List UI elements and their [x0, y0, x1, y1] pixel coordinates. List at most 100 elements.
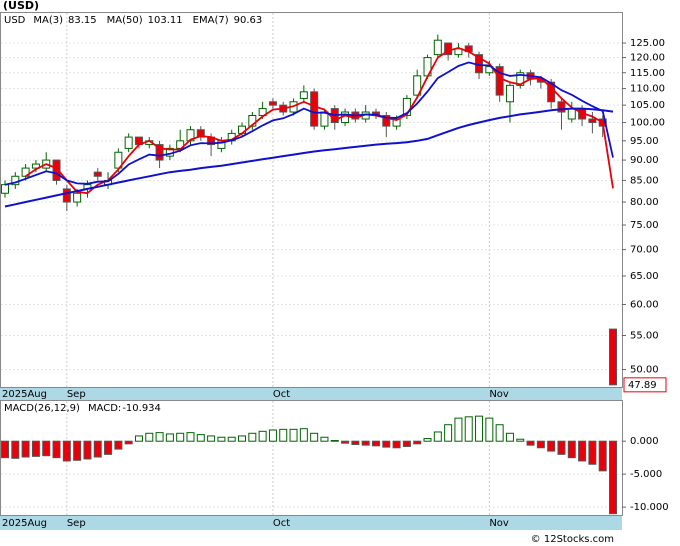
- chart-title: (USD): [3, 0, 39, 12]
- price-frame: [0, 12, 623, 388]
- x-tick-label: Oct: [273, 518, 290, 529]
- last-price-label: 47.89: [628, 380, 657, 391]
- macd-bar: [598, 440, 607, 472]
- legend-value: 90.63: [234, 15, 263, 26]
- macd-bar: [609, 440, 617, 515]
- footer: © 12Stocks.com: [531, 534, 614, 545]
- y-tick-label: -10.000: [630, 502, 669, 513]
- macd-bar: [330, 440, 339, 442]
- macd-value-name: MACD:: [88, 403, 121, 414]
- y-tick-label: 85.00: [630, 175, 659, 186]
- legend-symbol: USD: [4, 15, 26, 26]
- ma-line: [4, 61, 614, 186]
- macd-bar: [567, 440, 576, 459]
- macd-title: MACD(26,12,9): [4, 403, 80, 414]
- x-tick-label: Sep: [67, 518, 86, 529]
- y-tick-label: 90.00: [630, 155, 659, 166]
- candle-body: [495, 66, 504, 96]
- y-tick-label: 95.00: [630, 136, 659, 147]
- x-tick-label: 2025Aug: [2, 518, 47, 529]
- macd-bar: [351, 440, 360, 445]
- macd-bar: [413, 440, 422, 445]
- candle-body: [557, 101, 566, 113]
- candle-body: [588, 118, 597, 124]
- macd-bar: [382, 440, 391, 448]
- x-strip: [0, 388, 622, 400]
- macd-bar: [217, 436, 226, 442]
- candle-body: [382, 114, 391, 127]
- y-tick-label: 120.00: [630, 53, 665, 64]
- macd-bar: [1, 440, 9, 459]
- macd-bar: [341, 440, 350, 444]
- legend-value: 103.11: [148, 15, 183, 26]
- macd-bar: [475, 415, 484, 442]
- macd-bar: [145, 432, 154, 442]
- candle-body: [124, 136, 133, 149]
- macd-bar: [227, 436, 236, 442]
- y-tick-label: 75.00: [630, 220, 659, 231]
- ma-line: [25, 46, 614, 195]
- x-tick-label: Oct: [273, 389, 290, 400]
- y-tick-label: 0.000: [630, 436, 659, 447]
- macd-bar: [320, 436, 329, 442]
- macd-bar: [289, 428, 298, 442]
- y-tick-label: 115.00: [630, 68, 665, 79]
- y-tick-label: 55.00: [630, 331, 659, 342]
- macd-bar: [42, 440, 51, 457]
- macd-bar: [11, 440, 20, 459]
- last-price-box: [623, 377, 667, 393]
- macd-bar: [93, 440, 102, 458]
- macd-bar: [21, 440, 30, 458]
- legend-name: MA(3): [33, 15, 63, 26]
- y-tick-label: 60.00: [630, 300, 659, 311]
- y-tick-label: 110.00: [630, 84, 665, 95]
- macd-bar: [83, 440, 92, 460]
- macd-bar: [31, 440, 40, 457]
- macd-bar: [526, 440, 535, 446]
- macd-bar: [238, 435, 247, 442]
- macd-bar: [134, 435, 143, 442]
- x-tick-label: 2025Aug: [2, 389, 47, 400]
- macd-bar: [392, 440, 401, 449]
- macd-bar: [52, 440, 61, 459]
- y-tick-label: 100.00: [630, 118, 665, 129]
- macd-bar: [588, 440, 597, 465]
- y-tick-label: 125.00: [630, 38, 665, 49]
- candle-body: [413, 75, 422, 96]
- macd-bar: [165, 433, 174, 442]
- legend-name: MA(50): [107, 15, 143, 26]
- candle-body: [567, 108, 576, 120]
- macd-bar: [258, 430, 267, 442]
- macd-bar: [402, 440, 411, 447]
- macd-bar: [578, 440, 587, 462]
- candle-body: [433, 39, 442, 56]
- macd-bar: [124, 440, 133, 445]
- macd-bar: [73, 440, 82, 461]
- x-tick-label: Sep: [67, 389, 86, 400]
- macd-bar: [310, 432, 319, 442]
- candle-body: [1, 184, 9, 194]
- candle-body: [268, 101, 277, 106]
- macd-bar: [464, 416, 473, 442]
- candle-body: [62, 188, 71, 203]
- macd-bar: [114, 440, 123, 450]
- macd-bar: [495, 424, 504, 442]
- macd-frame: [0, 400, 623, 516]
- macd-bar: [361, 440, 370, 446]
- legend-name: EMA(7): [193, 15, 229, 26]
- candle-body: [73, 192, 82, 203]
- legend-value: 83.15: [68, 15, 97, 26]
- y-tick-label: 80.00: [630, 197, 659, 208]
- macd-bar: [196, 434, 205, 442]
- macd-bar: [433, 431, 442, 442]
- candle-body: [196, 129, 205, 138]
- macd-bar: [557, 440, 566, 455]
- candle-body: [505, 84, 514, 103]
- candle-body: [310, 91, 319, 127]
- candle-body: [52, 159, 61, 181]
- candle-body: [31, 163, 40, 169]
- macd-bar: [248, 432, 257, 442]
- candle-body: [516, 72, 525, 86]
- y-tick-label: 65.00: [630, 271, 659, 282]
